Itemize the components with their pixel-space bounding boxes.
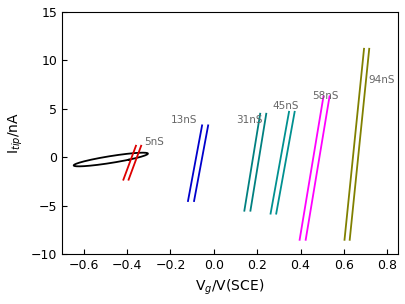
Y-axis label: I$_{tip}$/nA: I$_{tip}$/nA bbox=[7, 112, 25, 154]
Text: 45nS: 45nS bbox=[272, 101, 299, 111]
Text: 5nS: 5nS bbox=[145, 137, 164, 147]
Text: 94nS: 94nS bbox=[369, 75, 395, 85]
X-axis label: V$_g$/V(SCE): V$_g$/V(SCE) bbox=[196, 278, 264, 297]
Text: 13nS: 13nS bbox=[171, 116, 197, 125]
Text: 31nS: 31nS bbox=[237, 116, 263, 125]
Text: 58nS: 58nS bbox=[312, 91, 339, 101]
